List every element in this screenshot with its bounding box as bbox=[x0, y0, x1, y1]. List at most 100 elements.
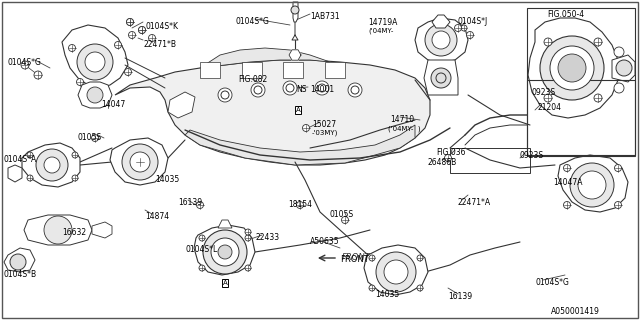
Circle shape bbox=[291, 6, 299, 14]
Polygon shape bbox=[200, 48, 330, 68]
Bar bbox=[450, 148, 530, 173]
Text: 0104S*K: 0104S*K bbox=[145, 22, 178, 31]
Circle shape bbox=[199, 265, 205, 271]
Text: 16139: 16139 bbox=[448, 292, 472, 301]
Text: FIG.036: FIG.036 bbox=[436, 148, 465, 157]
Circle shape bbox=[578, 171, 606, 199]
Circle shape bbox=[550, 46, 594, 90]
Text: 26486B: 26486B bbox=[428, 158, 457, 167]
Text: 21204: 21204 bbox=[538, 103, 562, 112]
Text: ('04MY-  ): ('04MY- ) bbox=[388, 125, 420, 132]
Polygon shape bbox=[92, 222, 112, 238]
Circle shape bbox=[127, 19, 134, 26]
Circle shape bbox=[136, 158, 144, 166]
Circle shape bbox=[283, 81, 297, 95]
Text: 0105S: 0105S bbox=[330, 210, 354, 219]
Circle shape bbox=[245, 229, 251, 235]
Polygon shape bbox=[424, 60, 458, 95]
Text: 14719A: 14719A bbox=[368, 18, 397, 27]
Circle shape bbox=[199, 235, 205, 241]
Text: 0104S*G: 0104S*G bbox=[8, 58, 42, 67]
Polygon shape bbox=[185, 125, 415, 165]
Circle shape bbox=[21, 61, 29, 69]
Circle shape bbox=[425, 24, 457, 56]
Circle shape bbox=[614, 164, 621, 172]
Text: 14001: 14001 bbox=[310, 85, 334, 94]
Polygon shape bbox=[528, 18, 618, 118]
Polygon shape bbox=[218, 220, 232, 228]
Circle shape bbox=[130, 152, 150, 172]
Text: 14047A: 14047A bbox=[553, 178, 582, 187]
Circle shape bbox=[72, 152, 78, 158]
Polygon shape bbox=[242, 62, 262, 78]
Circle shape bbox=[614, 47, 624, 57]
Circle shape bbox=[342, 217, 349, 223]
Text: 14047: 14047 bbox=[101, 100, 125, 109]
Polygon shape bbox=[289, 50, 301, 60]
Text: 0104S*B: 0104S*B bbox=[3, 270, 36, 279]
Circle shape bbox=[384, 260, 408, 284]
Circle shape bbox=[115, 42, 122, 49]
Polygon shape bbox=[293, 2, 298, 22]
Circle shape bbox=[616, 60, 632, 76]
Polygon shape bbox=[62, 25, 128, 88]
Text: 18154: 18154 bbox=[288, 200, 312, 209]
Bar bbox=[527, 8, 635, 156]
Text: 0104S*A: 0104S*A bbox=[3, 155, 36, 164]
Text: 14035: 14035 bbox=[375, 290, 399, 299]
Polygon shape bbox=[78, 82, 112, 108]
Text: 22433: 22433 bbox=[256, 233, 280, 242]
Text: 0105S: 0105S bbox=[78, 133, 102, 142]
Polygon shape bbox=[415, 18, 468, 63]
Circle shape bbox=[540, 36, 604, 100]
Circle shape bbox=[417, 255, 423, 261]
Circle shape bbox=[315, 81, 329, 95]
Text: 15027: 15027 bbox=[312, 120, 336, 129]
Circle shape bbox=[27, 175, 33, 181]
Text: 14874: 14874 bbox=[145, 212, 169, 221]
Circle shape bbox=[211, 238, 239, 266]
Circle shape bbox=[563, 202, 570, 209]
Text: A50635: A50635 bbox=[310, 237, 340, 246]
Circle shape bbox=[445, 155, 451, 162]
Polygon shape bbox=[558, 155, 628, 212]
Circle shape bbox=[245, 235, 251, 241]
Text: 22471*B: 22471*B bbox=[143, 40, 176, 49]
Circle shape bbox=[417, 285, 423, 291]
Circle shape bbox=[461, 25, 467, 31]
Circle shape bbox=[431, 68, 451, 88]
Polygon shape bbox=[325, 62, 345, 78]
Text: 22471*A: 22471*A bbox=[457, 198, 490, 207]
Circle shape bbox=[122, 144, 158, 180]
Circle shape bbox=[34, 71, 42, 79]
Circle shape bbox=[36, 149, 68, 181]
Text: FRONT: FRONT bbox=[342, 253, 371, 262]
Text: 16139: 16139 bbox=[178, 198, 202, 207]
Circle shape bbox=[125, 68, 131, 76]
Polygon shape bbox=[4, 248, 35, 272]
Circle shape bbox=[92, 134, 99, 141]
Circle shape bbox=[369, 255, 375, 261]
Circle shape bbox=[77, 44, 113, 80]
Bar bbox=[527, 80, 635, 155]
Circle shape bbox=[138, 27, 145, 34]
Polygon shape bbox=[194, 225, 255, 275]
Circle shape bbox=[544, 38, 552, 46]
Text: A050001419: A050001419 bbox=[551, 307, 600, 316]
Circle shape bbox=[432, 31, 450, 49]
Circle shape bbox=[138, 27, 145, 34]
Circle shape bbox=[570, 163, 614, 207]
Circle shape bbox=[203, 230, 247, 274]
Text: FRONT: FRONT bbox=[340, 255, 369, 264]
Polygon shape bbox=[168, 92, 195, 118]
Circle shape bbox=[10, 254, 26, 270]
Text: FIG.082: FIG.082 bbox=[238, 75, 268, 84]
Circle shape bbox=[614, 202, 621, 209]
Text: NS: NS bbox=[296, 85, 307, 94]
Text: ('04MY-: ('04MY- bbox=[368, 28, 394, 35]
Circle shape bbox=[77, 78, 83, 85]
Text: 0923S: 0923S bbox=[532, 88, 556, 97]
Text: 0104S*G: 0104S*G bbox=[235, 17, 269, 26]
Text: 1AB731: 1AB731 bbox=[310, 12, 340, 21]
Text: A: A bbox=[296, 107, 300, 113]
